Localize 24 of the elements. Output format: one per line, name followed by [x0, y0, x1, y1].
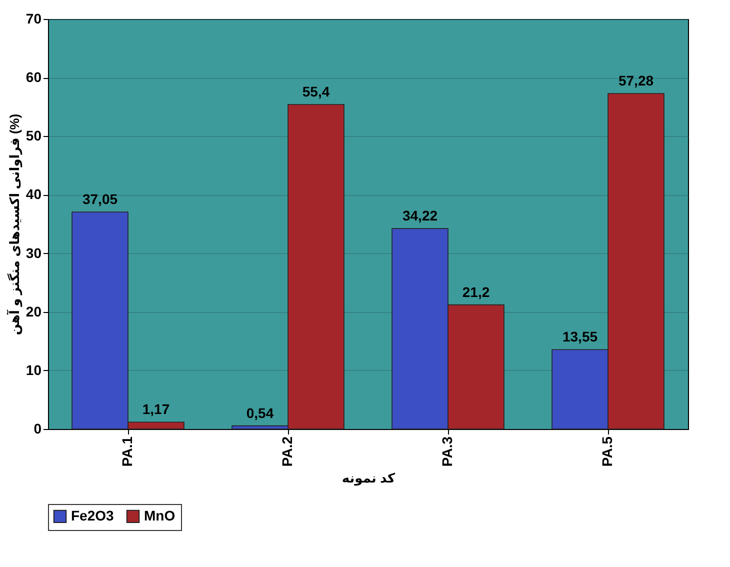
y-tick-label: 0	[34, 420, 42, 436]
data-label: 34,22	[402, 208, 438, 224]
data-label: 13,55	[562, 328, 598, 345]
data-label: 37,05	[82, 190, 118, 207]
x-tick-label: PA.2	[279, 436, 295, 467]
legend-label: MnO	[144, 507, 176, 524]
data-label: 57,28	[618, 72, 654, 89]
y-tick-label: 30	[26, 244, 42, 261]
y-tick-label: 10	[26, 362, 42, 378]
data-label: 55,4	[302, 84, 330, 100]
data-label: 0,54	[246, 404, 274, 421]
y-tick-label: 50	[26, 128, 42, 144]
y-axis-title: فراوانی اکسیدهای منگنز و آهن (%)	[6, 114, 23, 336]
x-tick-label: PA.5	[599, 436, 615, 467]
x-tick-label: PA.3	[439, 436, 455, 467]
x-axis-title: کد نمونه	[342, 470, 396, 487]
data-label: 21,2	[462, 284, 490, 300]
y-tick-label: 60	[26, 69, 42, 86]
y-tick-label: 40	[26, 186, 42, 202]
x-tick-label: PA.1	[119, 436, 135, 467]
y-tick-label: 20	[26, 303, 42, 320]
y-tick-label: 70	[26, 10, 42, 26]
legend-label: Fe2O3	[71, 507, 114, 524]
data-label: 1,17	[142, 401, 170, 418]
